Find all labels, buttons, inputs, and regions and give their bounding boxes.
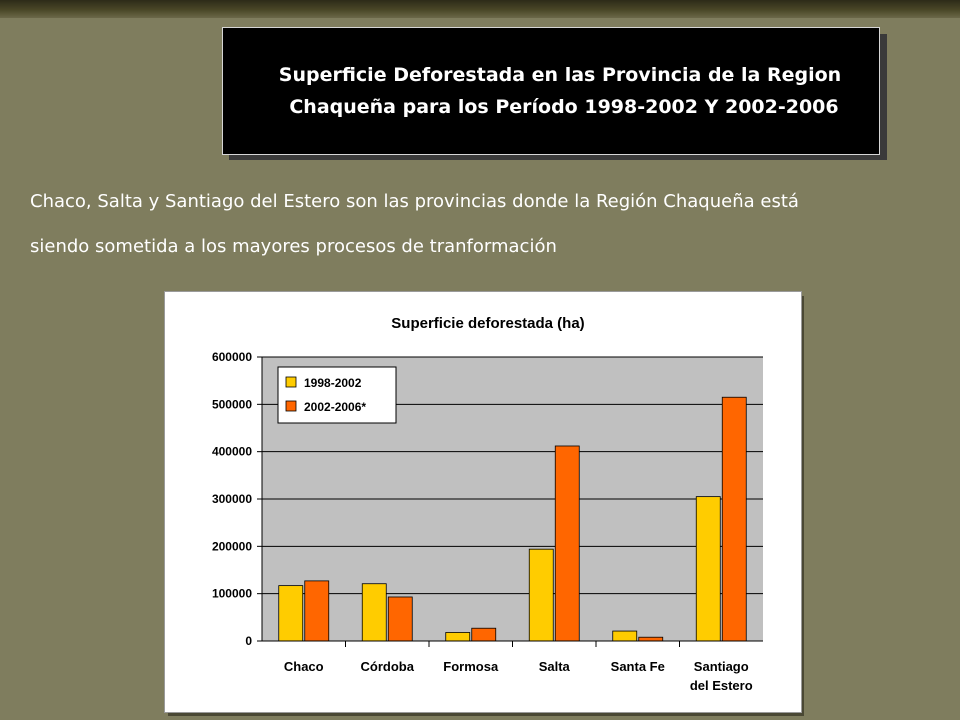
x-tick-label: Santiago: [694, 659, 749, 674]
bar-series2: [721, 396, 747, 642]
x-tick-label: Formosa: [443, 659, 499, 674]
body-text-line-2: siendo sometida a los mayores procesos d…: [30, 236, 557, 257]
legend-box: [277, 366, 397, 424]
bar-series2: [554, 445, 580, 642]
bar-series2: [304, 580, 330, 642]
y-tick-label: 400000: [212, 445, 252, 459]
bar-series1: [695, 496, 721, 642]
chart-frame: Superficie deforestada (ha) 0 100000 20000…: [164, 291, 802, 713]
bar-series1: [361, 583, 387, 642]
y-tick-label: 600000: [212, 350, 252, 364]
bar-series1: [528, 548, 554, 642]
legend-label: 2002-2006*: [304, 400, 366, 414]
bar-series2: [387, 596, 413, 642]
y-tick-label: 300000: [212, 492, 252, 506]
y-tick-label: 200000: [212, 539, 252, 553]
top-decorative-bar: [0, 0, 960, 18]
slide-title-box: Superficie Deforestada en las Provincia …: [222, 27, 880, 155]
x-tick-label: Salta: [539, 659, 571, 674]
y-tick-label: 100000: [212, 587, 252, 601]
slide-title-line-1: Superficie Deforestada en las Provincia …: [278, 64, 842, 86]
bar-series2: [471, 627, 497, 642]
bar-chart: Superficie deforestada (ha) 0 100000 20000…: [165, 292, 801, 712]
bar-series1: [445, 632, 471, 642]
legend-swatch: [285, 400, 297, 412]
bar-series2: [638, 636, 664, 642]
bar-series1: [612, 630, 638, 642]
body-text-line-1: Chaco, Salta y Santiago del Estero son l…: [30, 191, 799, 212]
x-tick-label: del Estero: [690, 678, 753, 693]
slide-title-line-2: Chaqueña para los Período 1998-2002 Y 20…: [289, 96, 839, 118]
chart-title: Superficie deforestada (ha): [391, 315, 584, 332]
y-tick-label: 0: [245, 634, 252, 648]
x-tick-label: Córdoba: [361, 659, 415, 674]
legend-swatch: [285, 376, 297, 388]
x-tick-label: Santa Fe: [611, 659, 665, 674]
y-tick-label: 500000: [212, 397, 252, 411]
x-tick-label: Chaco: [284, 659, 324, 674]
legend-label: 1998-2002: [304, 376, 362, 390]
bar-series1: [278, 585, 304, 642]
